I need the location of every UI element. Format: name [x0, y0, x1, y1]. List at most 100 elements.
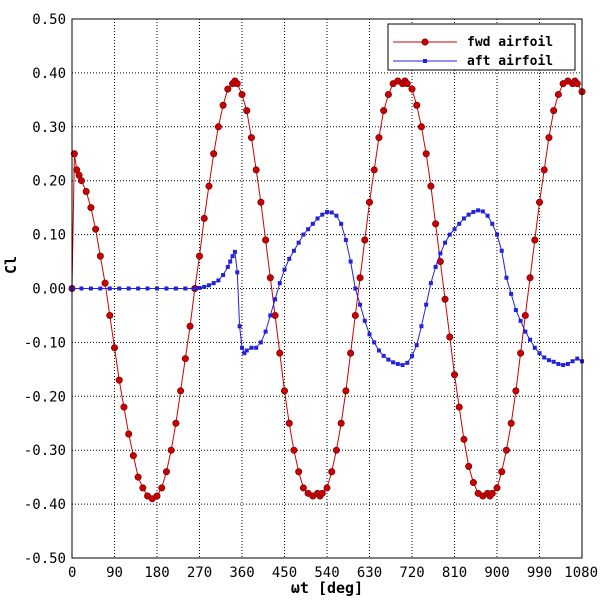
data-point [461, 216, 466, 221]
data-point [329, 210, 334, 215]
data-point [301, 232, 306, 237]
data-point [111, 344, 119, 352]
data-point [532, 345, 537, 350]
data-point [441, 295, 449, 303]
data-point [531, 236, 539, 244]
data-point [570, 359, 575, 364]
data-point [318, 489, 326, 497]
data-point [258, 340, 263, 345]
data-point [361, 236, 369, 244]
data-point [556, 361, 561, 366]
y-tick-label: 0.30 [32, 120, 66, 136]
x-tick-label: 720 [399, 565, 424, 581]
data-point [334, 213, 339, 218]
data-point [243, 107, 251, 115]
data-point [125, 430, 133, 438]
data-point [88, 286, 93, 291]
data-point [177, 387, 185, 395]
data-point [343, 237, 348, 242]
data-point [550, 107, 558, 115]
data-point [210, 150, 218, 158]
data-point [247, 134, 255, 142]
data-point [537, 351, 542, 356]
y-tick-label: -0.10 [24, 335, 66, 351]
data-point [268, 313, 273, 318]
x-axis-title: ωt [deg] [291, 579, 363, 597]
data-point [310, 221, 315, 226]
data-point [158, 484, 166, 492]
data-point [87, 204, 95, 212]
data-point [417, 123, 425, 131]
data-point [325, 209, 329, 214]
y-tick-label: -0.40 [24, 497, 66, 513]
data-point [219, 101, 227, 109]
data-point [120, 403, 128, 411]
data-point [339, 221, 344, 226]
data-point [428, 281, 433, 286]
data-point [362, 318, 367, 323]
data-point [465, 462, 473, 470]
data-point [376, 348, 381, 353]
data-point [455, 403, 463, 411]
grid-lines [72, 19, 582, 558]
data-point [277, 281, 282, 286]
legend: fwd airfoil aft airfoil [387, 23, 576, 71]
data-point [186, 322, 194, 330]
plot-frame [71, 18, 583, 559]
data-point [285, 419, 293, 427]
data-point [299, 484, 307, 492]
x-tick-label: 1080 [564, 565, 598, 581]
data-point [476, 208, 481, 213]
data-point [101, 279, 109, 287]
data-point [290, 446, 298, 454]
data-point [523, 329, 528, 334]
data-point [342, 387, 350, 395]
data-point [356, 274, 364, 282]
series-line [72, 209, 583, 366]
data-point [192, 286, 197, 291]
data-point [155, 286, 159, 291]
series-fwd-airfoil [68, 77, 586, 503]
data-point [471, 209, 476, 214]
data-point [167, 446, 175, 454]
data-point [153, 492, 161, 500]
data-point [450, 371, 458, 379]
data-point [427, 182, 435, 190]
data-point [107, 286, 112, 291]
x-tick-label: 810 [442, 565, 467, 581]
data-point [424, 302, 429, 307]
x-tick-label: 900 [484, 565, 509, 581]
data-point [395, 361, 400, 366]
data-point [202, 284, 207, 289]
data-point [282, 267, 287, 272]
data-point [499, 248, 504, 253]
y-tick-label: -0.30 [24, 443, 66, 459]
data-point [273, 297, 278, 302]
legend-label: fwd airfoil [467, 35, 553, 50]
y-tick-labels: -0.50 -0.40 -0.30 -0.20 -0.10 0.00 0.10 0.20 0.3… [24, 12, 66, 567]
data-point [216, 278, 221, 283]
data-point [370, 166, 378, 174]
data-point [328, 468, 336, 476]
data-point [413, 101, 421, 109]
legend-swatch-marker [423, 59, 427, 63]
y-tick-label: -0.50 [24, 551, 66, 567]
data-point [367, 332, 372, 337]
data-point [263, 329, 268, 334]
data-point [181, 355, 189, 363]
series-layer [68, 77, 586, 503]
data-point [320, 212, 325, 217]
y-tick-label: 0.00 [32, 282, 66, 298]
x-tick-label: 90 [106, 565, 123, 581]
data-point [347, 349, 355, 357]
data-point [306, 227, 311, 232]
x-tick-label: 990 [527, 565, 552, 581]
data-point [276, 349, 284, 357]
data-point [447, 232, 452, 237]
y-tick-label: -0.20 [24, 389, 66, 405]
data-point [211, 281, 216, 286]
data-point [507, 419, 515, 427]
data-point [106, 311, 114, 319]
data-point [126, 286, 131, 291]
data-point [365, 198, 373, 206]
